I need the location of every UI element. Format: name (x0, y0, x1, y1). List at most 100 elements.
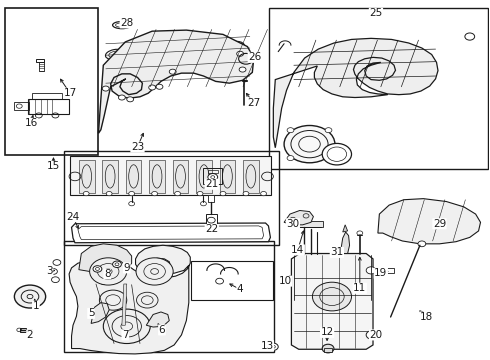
Text: 14: 14 (291, 245, 304, 255)
Circle shape (83, 192, 89, 196)
Text: 11: 11 (353, 283, 367, 293)
Text: 10: 10 (278, 276, 292, 286)
Text: 24: 24 (66, 212, 80, 221)
Polygon shape (292, 253, 373, 349)
Bar (149, 160, 165, 193)
Circle shape (287, 156, 294, 161)
Polygon shape (340, 232, 349, 253)
Circle shape (322, 143, 351, 165)
Polygon shape (273, 39, 438, 148)
Circle shape (197, 192, 203, 196)
Polygon shape (378, 199, 481, 244)
Bar (243, 160, 259, 193)
Bar (270, 8, 489, 169)
Bar (14, 102, 29, 110)
Circle shape (113, 261, 122, 267)
Text: 8: 8 (104, 269, 111, 279)
Circle shape (106, 192, 112, 196)
Polygon shape (98, 30, 254, 134)
Circle shape (239, 67, 246, 72)
Ellipse shape (105, 49, 125, 60)
Bar (79, 160, 95, 193)
Text: 13: 13 (260, 341, 273, 351)
Text: 20: 20 (369, 330, 383, 340)
Circle shape (103, 309, 150, 343)
Text: 25: 25 (369, 8, 383, 18)
Text: 22: 22 (205, 225, 219, 234)
Circle shape (53, 260, 61, 265)
Bar (196, 160, 212, 193)
Circle shape (156, 84, 163, 89)
Bar (20, 328, 26, 332)
Circle shape (313, 282, 351, 311)
Bar (70, 156, 271, 195)
Bar (220, 160, 235, 193)
Ellipse shape (122, 41, 142, 52)
Circle shape (152, 192, 158, 196)
Circle shape (287, 128, 294, 133)
Text: 5: 5 (88, 309, 95, 318)
Circle shape (137, 292, 158, 308)
Ellipse shape (174, 31, 194, 42)
Bar (27, 99, 69, 114)
Bar (208, 170, 218, 173)
Circle shape (325, 156, 332, 161)
Polygon shape (284, 211, 314, 225)
Text: 23: 23 (131, 142, 144, 152)
Bar (208, 195, 214, 202)
Bar (172, 160, 188, 193)
Circle shape (237, 51, 244, 56)
Circle shape (174, 192, 180, 196)
Text: 16: 16 (24, 118, 38, 128)
Circle shape (325, 128, 332, 133)
Text: 28: 28 (120, 18, 133, 28)
Text: 26: 26 (248, 52, 261, 62)
Bar (32, 93, 62, 99)
Text: 6: 6 (159, 325, 165, 335)
Text: 12: 12 (320, 327, 334, 337)
Text: 7: 7 (122, 330, 128, 340)
Circle shape (119, 95, 125, 100)
Circle shape (149, 85, 156, 90)
Text: 4: 4 (237, 284, 244, 294)
Bar (36, 59, 44, 62)
Circle shape (90, 258, 127, 285)
Bar (102, 160, 118, 193)
Circle shape (220, 192, 226, 196)
Polygon shape (79, 244, 132, 274)
Circle shape (169, 69, 176, 74)
Ellipse shape (138, 36, 158, 47)
Polygon shape (122, 284, 127, 325)
Text: 30: 30 (286, 219, 299, 229)
Bar (126, 160, 142, 193)
Bar (64, 151, 279, 244)
Polygon shape (91, 303, 109, 323)
Bar (324, 348, 332, 352)
Circle shape (129, 192, 135, 196)
Circle shape (366, 330, 378, 339)
Bar (206, 215, 217, 226)
Text: 2: 2 (26, 330, 33, 340)
Circle shape (418, 241, 426, 247)
Polygon shape (147, 312, 169, 327)
Text: 17: 17 (63, 88, 77, 98)
Bar (298, 221, 323, 227)
Text: 19: 19 (374, 268, 388, 278)
Bar (4, 8, 98, 155)
Text: 15: 15 (47, 161, 60, 171)
Text: 21: 21 (205, 179, 219, 189)
Ellipse shape (192, 33, 212, 43)
Text: 27: 27 (247, 98, 260, 108)
Circle shape (99, 290, 127, 310)
Text: 3: 3 (46, 266, 53, 276)
Text: 31: 31 (330, 247, 343, 257)
Ellipse shape (210, 36, 230, 46)
Bar (39, 62, 44, 71)
Circle shape (51, 277, 59, 283)
Bar (203, 168, 222, 184)
Circle shape (102, 86, 109, 91)
Polygon shape (343, 225, 347, 232)
Text: 1: 1 (32, 301, 39, 311)
Bar (386, 267, 393, 273)
Ellipse shape (156, 33, 176, 43)
